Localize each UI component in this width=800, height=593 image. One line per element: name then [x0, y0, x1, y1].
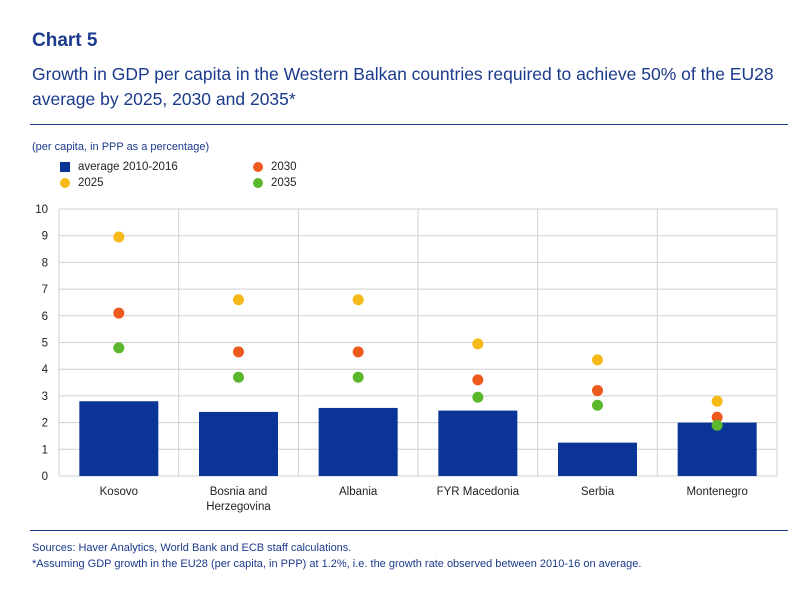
legend-swatch-2035 — [253, 178, 263, 188]
y-tick-label: 0 — [42, 471, 48, 483]
x-category-label: Serbia — [581, 486, 615, 498]
y-tick-label: 9 — [42, 231, 48, 243]
footer-divider — [30, 530, 788, 531]
legend-swatch-2030 — [253, 162, 263, 172]
sources-note: Sources: Haver Analytics, World Bank and… — [32, 542, 352, 554]
legend-label-average: average 2010-2016 — [78, 161, 178, 173]
dot-2030 — [233, 346, 244, 358]
dot-2030 — [711, 411, 723, 423]
dot-2030 — [352, 346, 364, 358]
y-tick-label: 10 — [35, 204, 48, 216]
y-tick-label: 3 — [42, 391, 48, 403]
x-category-label: Albania — [339, 486, 378, 498]
dot-2035 — [472, 391, 484, 403]
dot-2035 — [711, 419, 723, 431]
legend-item-average: average 2010-2016 — [60, 161, 178, 173]
y-tick-label: 1 — [42, 444, 48, 456]
x-category-label: Kosovo — [100, 486, 138, 498]
dot-2025 — [592, 354, 603, 366]
x-category-label: Bosnia and Herzegovina — [206, 486, 271, 513]
y-tick-label: 8 — [42, 257, 48, 269]
dot-2030 — [472, 374, 484, 386]
bar — [558, 442, 637, 476]
x-category-label: Montenegro — [686, 486, 747, 498]
dot-2025 — [233, 294, 244, 306]
y-tick-label: 7 — [42, 284, 48, 296]
dot-2025 — [113, 231, 125, 243]
bar — [438, 410, 518, 476]
legend-item-2025: 2025 — [60, 177, 104, 189]
legend-item-2030: 2030 — [253, 161, 297, 173]
dot-2030 — [592, 385, 603, 397]
unit-label: (per capita, in PPP as a percentage) — [32, 141, 210, 153]
x-category-label: FYR Macedonia — [437, 486, 520, 498]
dot-2035 — [352, 371, 364, 383]
bar — [79, 401, 159, 476]
dot-2025 — [352, 294, 364, 306]
legend-swatch-2025 — [60, 178, 70, 188]
dot-2035 — [592, 399, 603, 411]
dot-2035 — [113, 342, 125, 354]
chart-number: Chart 5 — [32, 30, 98, 51]
legend-swatch-average — [60, 162, 70, 172]
y-tick-label: 2 — [42, 418, 48, 430]
bar — [199, 411, 278, 476]
footnote: *Assuming GDP growth in the EU28 (per ca… — [32, 558, 642, 570]
dot-2030 — [113, 307, 125, 319]
legend-label-2025: 2025 — [78, 177, 104, 189]
chart-title: Growth in GDP per capita in the Western … — [32, 64, 774, 109]
bar — [677, 422, 757, 476]
dot-2025 — [711, 395, 723, 407]
legend-label-2030: 2030 — [271, 161, 297, 173]
legend-label-2035: 2035 — [271, 177, 297, 189]
legend-item-2035: 2035 — [253, 177, 297, 189]
dot-2025 — [472, 338, 484, 350]
bar — [318, 407, 398, 476]
y-tick-label: 5 — [42, 338, 48, 350]
y-tick-label: 4 — [42, 364, 49, 376]
y-tick-label: 6 — [42, 311, 48, 323]
title-divider — [30, 124, 788, 125]
dot-2035 — [233, 371, 244, 383]
